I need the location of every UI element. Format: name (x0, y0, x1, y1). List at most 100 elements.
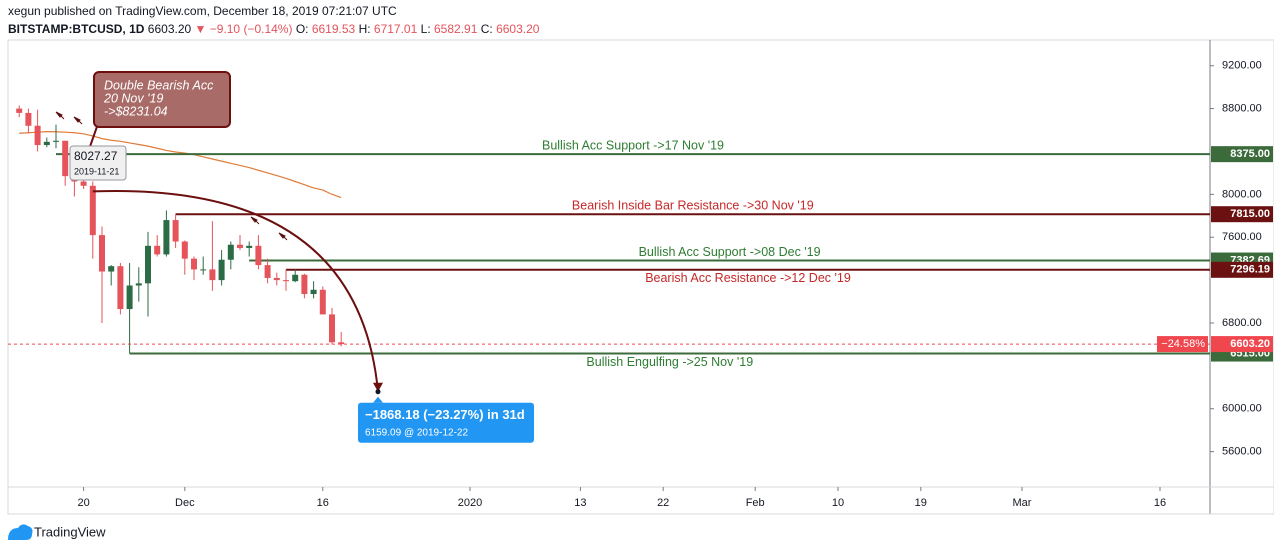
candle-body (43, 141, 50, 146)
level-label: Bullish Engulfing ->25 Nov '19 (586, 355, 753, 369)
ohlc-value: 6717.01 (374, 22, 418, 36)
ohlc-value: 6582.91 (434, 22, 478, 36)
y-tick-label: 6000.00 (1222, 403, 1262, 415)
x-tick-label: 2020 (458, 497, 482, 509)
candle-body (154, 245, 161, 255)
candle-body (181, 241, 188, 259)
x-tick-label: 20 (77, 497, 89, 509)
y-tick-label: 7600.00 (1222, 231, 1262, 243)
measure-value-label: 6159.09 (365, 427, 402, 438)
symbol: BITSTAMP:BTCUSD, 1D (8, 22, 145, 36)
candle-body (117, 266, 124, 310)
callout-text: Double Bearish Acc (104, 78, 214, 92)
arrow-marker (55, 111, 65, 120)
level-price-box (1211, 206, 1273, 223)
level-price-label: 7296.19 (1230, 264, 1270, 276)
candle-body (172, 220, 179, 242)
change: ▼ −9.10 (−0.14%) (195, 22, 293, 36)
level-label: Bullish Acc Support ->08 Dec '19 (639, 245, 821, 259)
arrow-marker (278, 232, 288, 241)
x-tick-label: 13 (574, 497, 586, 509)
ohlc-value: 6603.20 (496, 22, 540, 36)
x-tick-label: 16 (1154, 497, 1166, 509)
measure-date: 2019-12-22 (417, 427, 469, 438)
candle-body (163, 220, 170, 255)
x-tick-label: Feb (746, 497, 765, 509)
candle-body (25, 112, 32, 126)
y-tick-label: 5600.00 (1222, 446, 1262, 458)
candle-body (135, 283, 142, 286)
measure-detail: 6159.09 @ 2019-12-22 (365, 427, 468, 438)
measure-at: @ (404, 427, 414, 438)
candle-body (283, 280, 289, 282)
y-tick-label: 8000.00 (1222, 188, 1262, 200)
arrow-marker (250, 216, 260, 225)
callout-text: ->$8231.04 (104, 104, 168, 118)
candle-body (209, 269, 216, 281)
candle-body (80, 181, 87, 186)
price-tag-date: 2019-11-21 (74, 166, 119, 176)
level-price-label: 7815.00 (1230, 208, 1270, 220)
candle-body (237, 244, 243, 248)
candle-body (338, 342, 345, 345)
y-tick-label: 9200.00 (1222, 60, 1262, 72)
x-tick-label: 19 (915, 497, 927, 509)
footer-logo: TradingView (8, 524, 106, 540)
candle-body (62, 140, 69, 177)
level-price-box (1211, 261, 1273, 278)
candle-body (34, 125, 41, 146)
x-tick-label: Mar (1013, 497, 1032, 509)
candle-body (99, 235, 105, 272)
x-tick-label: 22 (657, 497, 669, 509)
candle-body (319, 289, 326, 315)
candle-body (89, 185, 96, 236)
ohlc-value: 6619.53 (312, 22, 356, 36)
level-label: Bullish Acc Support ->17 Nov '19 (542, 138, 724, 152)
measure-pointer (373, 396, 383, 403)
arc-arrowhead (373, 382, 383, 392)
x-tick-label: Dec (175, 497, 195, 509)
candle-body (126, 285, 133, 310)
candle-body (310, 289, 317, 295)
candle-body (53, 140, 59, 142)
candle-body (292, 274, 299, 282)
percent-box (1157, 336, 1208, 353)
published-line: xegun published on TradingView.com, Dece… (8, 4, 397, 18)
ohlc-key: O: (296, 22, 309, 36)
footer-brand: TradingView (34, 524, 106, 539)
measure-text: −1868.18 (−23.27%) in 31d (365, 407, 525, 422)
symbol-line: BITSTAMP:BTCUSD, 1D 6603.20 ▼ −9.10 (−0.… (8, 22, 540, 36)
candle-body (191, 258, 197, 270)
callout-box (93, 71, 231, 128)
candle-body (255, 245, 262, 266)
callout-text: 20 Nov '19 (103, 91, 163, 105)
last-price-box (1211, 336, 1273, 353)
level-label: Bearish Inside Bar Resistance ->30 Nov '… (572, 198, 814, 212)
measure-box (358, 402, 534, 443)
logo-icon (8, 524, 33, 540)
x-tick-label: 16 (317, 497, 329, 509)
y-tick-label: 8800.00 (1222, 103, 1262, 115)
last-price: 6603.20 (148, 22, 192, 36)
measure-point (375, 389, 381, 395)
x-tick-label: 10 (832, 497, 844, 509)
price-tag-box (69, 145, 127, 181)
candle-body (329, 314, 335, 343)
moving-average (19, 131, 342, 199)
ohlc-key: C: (481, 22, 493, 36)
projection-arc (92, 189, 379, 392)
level-price-box (1211, 146, 1273, 163)
signal-arrows (55, 111, 288, 241)
candle-body (218, 259, 225, 281)
ohlc-key: H: (359, 22, 371, 36)
arrow-marker (73, 116, 83, 125)
last-price-label: 6603.20 (1230, 338, 1270, 350)
percent-label: −24.58% (1161, 338, 1205, 350)
candle-body (273, 277, 280, 281)
candle-body (108, 266, 115, 272)
candle-body (200, 269, 207, 271)
level-price-label: 8375.00 (1230, 148, 1270, 160)
candle-body (264, 265, 271, 278)
candle-body (227, 244, 234, 260)
